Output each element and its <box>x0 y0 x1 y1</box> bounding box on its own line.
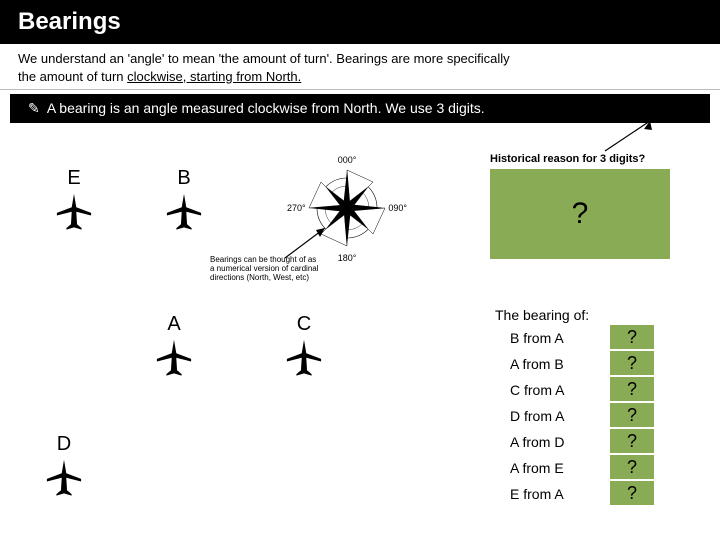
plane-icon <box>45 458 83 501</box>
historical-label: Historical reason for 3 digits? <box>490 153 645 165</box>
compass-w-label: 270° <box>287 203 306 213</box>
compass-s-label: 180° <box>338 253 357 263</box>
intro-line2: the amount of turn clockwise, starting f… <box>18 68 702 86</box>
compass-rose: 000° 090° 180° 270° <box>282 153 412 268</box>
answer-box[interactable]: ? <box>610 481 654 505</box>
table-row: D from A? <box>510 403 654 429</box>
table-row: E from A? <box>510 481 654 507</box>
compass-n-label: 000° <box>338 155 357 165</box>
definition-bar: ✎ A bearing is an angle measured clockwi… <box>10 94 710 123</box>
qmark-large: ? <box>572 197 589 231</box>
table-row: B from A? <box>510 325 654 351</box>
compass-note: Bearings can be thought of as a numerica… <box>210 255 320 283</box>
table-row: A from B? <box>510 351 654 377</box>
answer-box[interactable]: ? <box>610 429 654 453</box>
plane-E: E <box>55 167 93 235</box>
plane-icon <box>285 338 323 381</box>
diagram-canvas: Historical reason for 3 digits? ? E B A … <box>0 123 720 553</box>
bearing-table: B from A? A from B? C from A? D from A? … <box>510 325 654 507</box>
plane-icon <box>55 192 93 235</box>
definition-text: A bearing is an angle measured clockwise… <box>44 100 485 116</box>
table-row: C from A? <box>510 377 654 403</box>
header-bar: Bearings <box>0 0 720 44</box>
compass-e-label: 090° <box>388 203 407 213</box>
answer-box[interactable]: ? <box>610 325 654 349</box>
intro-line1: We understand an 'angle' to mean 'the am… <box>18 50 702 68</box>
table-row: A from D? <box>510 429 654 455</box>
plane-D: D <box>45 433 83 501</box>
plane-B: B <box>165 167 203 235</box>
pencil-icon: ✎ <box>28 100 40 116</box>
table-heading: The bearing of: <box>495 307 589 323</box>
page-title: Bearings <box>18 8 121 35</box>
arrow-def-to-hist <box>600 121 680 157</box>
answer-box[interactable]: ? <box>610 351 654 375</box>
table-row: A from E? <box>510 455 654 481</box>
historical-answer-box[interactable]: ? <box>490 169 670 259</box>
answer-box[interactable]: ? <box>610 403 654 427</box>
plane-C: C <box>285 313 323 381</box>
plane-icon <box>155 338 193 381</box>
intro-block: We understand an 'angle' to mean 'the am… <box>0 44 720 90</box>
answer-box[interactable]: ? <box>610 455 654 479</box>
answer-box[interactable]: ? <box>610 377 654 401</box>
plane-A: A <box>155 313 193 381</box>
plane-icon <box>165 192 203 235</box>
